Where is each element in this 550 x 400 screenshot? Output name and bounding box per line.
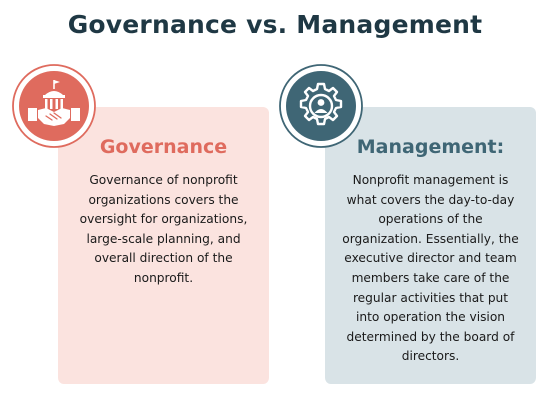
- management-description: Nonprofit management is what covers the …: [342, 173, 519, 364]
- handshake-building-icon: [12, 64, 96, 148]
- governance-description: Governance of nonprofit organizations co…: [79, 173, 248, 285]
- management-heading: Management:: [356, 136, 505, 158]
- page-title: Governance vs. Management: [67, 10, 483, 39]
- governance-heading: Governance: [99, 136, 228, 158]
- gear-person-icon: [279, 64, 363, 148]
- management-card: Management: Nonprofit management is what…: [325, 107, 536, 384]
- governance-card: Governance Governance of nonprofit organ…: [58, 107, 269, 384]
